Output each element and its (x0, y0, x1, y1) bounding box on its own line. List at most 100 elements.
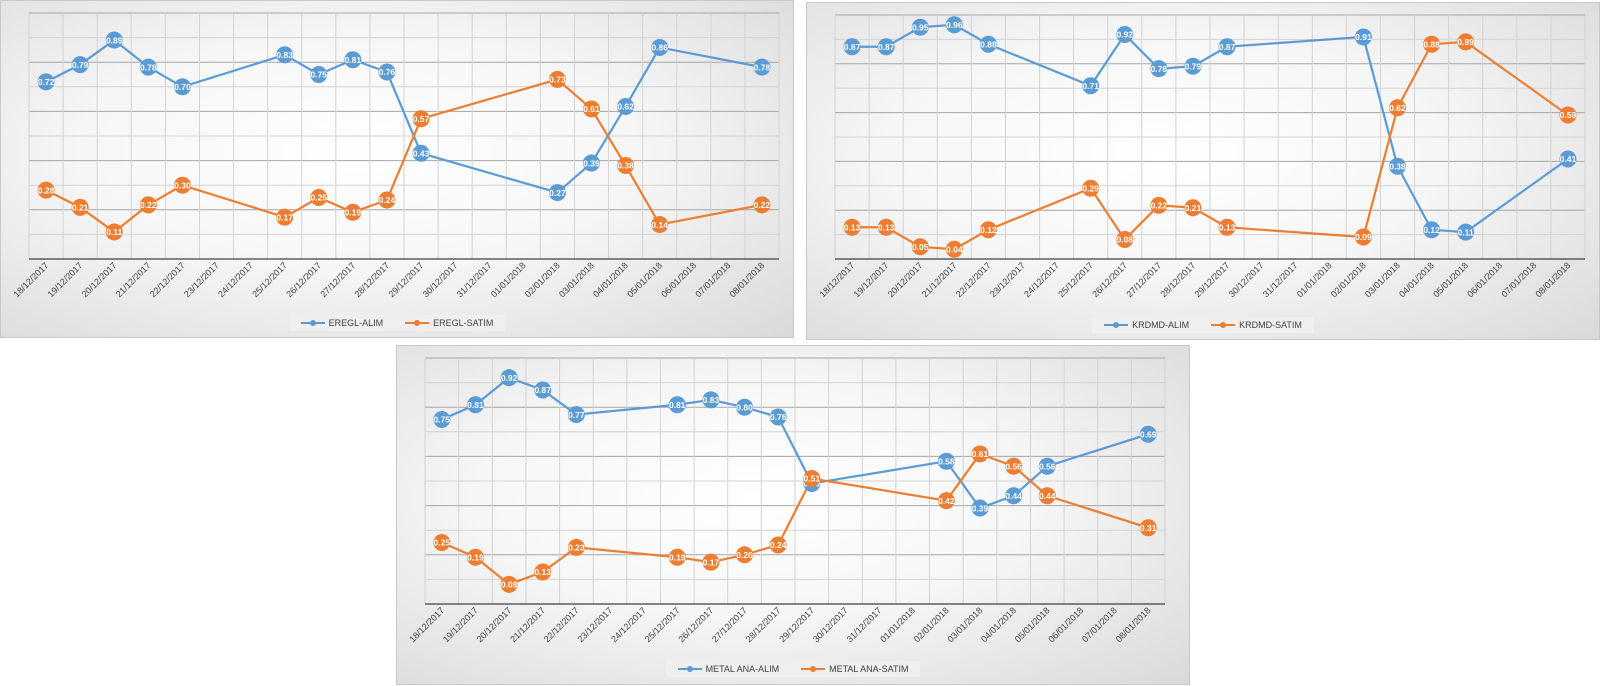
x-tick-label: 02/01/2018 (523, 260, 562, 299)
data-label: 0.17 (276, 212, 293, 222)
legend-entry-satim: KRDMD-SATIM (1211, 320, 1302, 330)
x-tick-label: 31/12/2017 (455, 260, 494, 299)
data-point (979, 221, 997, 239)
data-label: 0.75 (434, 415, 451, 425)
x-tick-label: 22/12/2017 (954, 260, 993, 299)
x-tick-label: 18/12/2017 (407, 605, 446, 644)
legend-label: KRDMD-ALIM (1132, 320, 1190, 330)
x-tick-label: 28/12/2017 (352, 260, 391, 299)
x-tick-label: 31/12/2017 (1261, 260, 1300, 299)
x-tick-label: 20/12/2017 (475, 605, 514, 644)
data-point (276, 208, 294, 226)
data-point (344, 51, 362, 69)
data-label: 0.41 (1560, 154, 1577, 164)
x-tick-label: 02/01/2018 (912, 605, 951, 644)
x-tick-label: 23/12/2017 (575, 605, 614, 644)
x-tick-label: 29/12/2017 (387, 260, 426, 299)
data-point (276, 46, 294, 64)
data-point (310, 189, 328, 206)
data-point (1038, 487, 1056, 505)
data-point (71, 198, 89, 216)
data-point (702, 553, 720, 571)
data-label: 0.38 (1389, 161, 1406, 171)
x-tick-label: 07/01/2018 (693, 260, 732, 299)
data-label: 0.44 (1039, 491, 1056, 501)
data-point (1423, 35, 1441, 53)
data-point (1150, 60, 1168, 78)
data-label: 0.87 (534, 385, 551, 395)
data-label: 0.61 (972, 449, 989, 459)
data-label: 0.11 (106, 227, 122, 237)
data-point (736, 546, 754, 564)
x-tick-label: 26/12/2017 (1090, 260, 1129, 299)
x-tick-label: 04/01/2018 (979, 605, 1018, 644)
data-label: 0.22 (754, 200, 771, 210)
data-point (583, 154, 600, 172)
data-point (945, 240, 963, 258)
x-tick-label: 23/12/2017 (182, 260, 221, 299)
data-point (139, 58, 157, 76)
data-point (1559, 150, 1577, 168)
data-label: 0.08 (1116, 235, 1133, 245)
data-label: 0.78 (754, 62, 771, 72)
data-point (803, 470, 821, 488)
data-point (753, 58, 771, 76)
data-point (173, 176, 191, 194)
data-point (433, 534, 451, 551)
data-label: 0.87 (844, 42, 861, 52)
x-tick-label: 06/01/2018 (659, 260, 698, 299)
data-label: 0.62 (1389, 103, 1406, 113)
x-tick-label: 06/01/2018 (1465, 260, 1504, 299)
legend-entry-alim: EREGL-ALIM (300, 318, 383, 328)
legend-swatch (1211, 322, 1236, 328)
krdmd-line-chart: 18/12/201719/12/201720/12/201721/12/2017… (818, 14, 1586, 299)
data-label: 0.38 (617, 161, 634, 171)
data-label: 0.73 (549, 75, 566, 85)
data-label: 0.77 (568, 410, 585, 420)
x-tick-label: 26/12/2017 (676, 605, 715, 644)
data-label: 0.92 (1116, 30, 1133, 40)
data-label: 0.20 (736, 550, 753, 560)
data-point (668, 396, 686, 414)
data-label: 0.05 (912, 242, 929, 252)
data-label: 0.78 (1151, 64, 1168, 74)
x-tick-label: 01/01/2018 (1295, 260, 1334, 299)
data-point (769, 536, 787, 554)
x-tick-label: 25/12/2017 (250, 260, 289, 299)
data-point (1457, 223, 1475, 241)
chart-panel-eregl: 18/12/2017 19/12/2017 20/12/2017 21/12/2017… (0, 0, 794, 338)
legend-entry-alim: METAL ANA-ALIM (677, 664, 779, 674)
data-label: 0.22 (1151, 201, 1168, 211)
legend-entry-satim: EREGL-SATIM (405, 318, 493, 328)
data-label: 0.17 (703, 557, 720, 567)
metal-ana-line-chart: 18/12/201719/12/201720/12/201721/12/2017… (407, 357, 1166, 644)
legend-label: EREGL-SATIM (433, 318, 494, 328)
x-tick-label: 04/01/2018 (591, 260, 630, 299)
data-label: 0.87 (878, 42, 895, 52)
data-label: 0.61 (583, 104, 600, 114)
data-label: 0.25 (310, 193, 327, 203)
x-tick-label: 27/12/2017 (710, 605, 749, 644)
x-tick-label: 20/12/2017 (80, 260, 119, 299)
data-label: 0.04 (946, 244, 963, 254)
data-point (911, 18, 929, 36)
data-label: 0.39 (583, 158, 600, 168)
data-point (769, 408, 787, 426)
data-point (877, 218, 895, 236)
data-label: 0.89 (1457, 37, 1474, 47)
x-tick-label: 18/12/2017 (818, 260, 857, 299)
data-label: 0.88 (980, 39, 997, 49)
data-point (1005, 487, 1023, 505)
data-point (105, 31, 123, 49)
chart-panel-krdmd: 18/12/2017 19/12/2017 20/12/2017 21/12/2017… (806, 2, 1600, 340)
data-point (911, 238, 929, 256)
data-label: 0.12 (1423, 225, 1440, 235)
data-label: 0.72 (38, 77, 55, 87)
legend-swatch (300, 320, 325, 326)
data-label: 0.95 (912, 22, 929, 32)
data-label: 0.81 (467, 400, 484, 410)
data-label: 0.81 (669, 400, 686, 410)
data-label: 0.19 (669, 552, 686, 562)
data-point (412, 144, 430, 162)
x-tick-label: 03/01/2018 (1363, 260, 1402, 299)
